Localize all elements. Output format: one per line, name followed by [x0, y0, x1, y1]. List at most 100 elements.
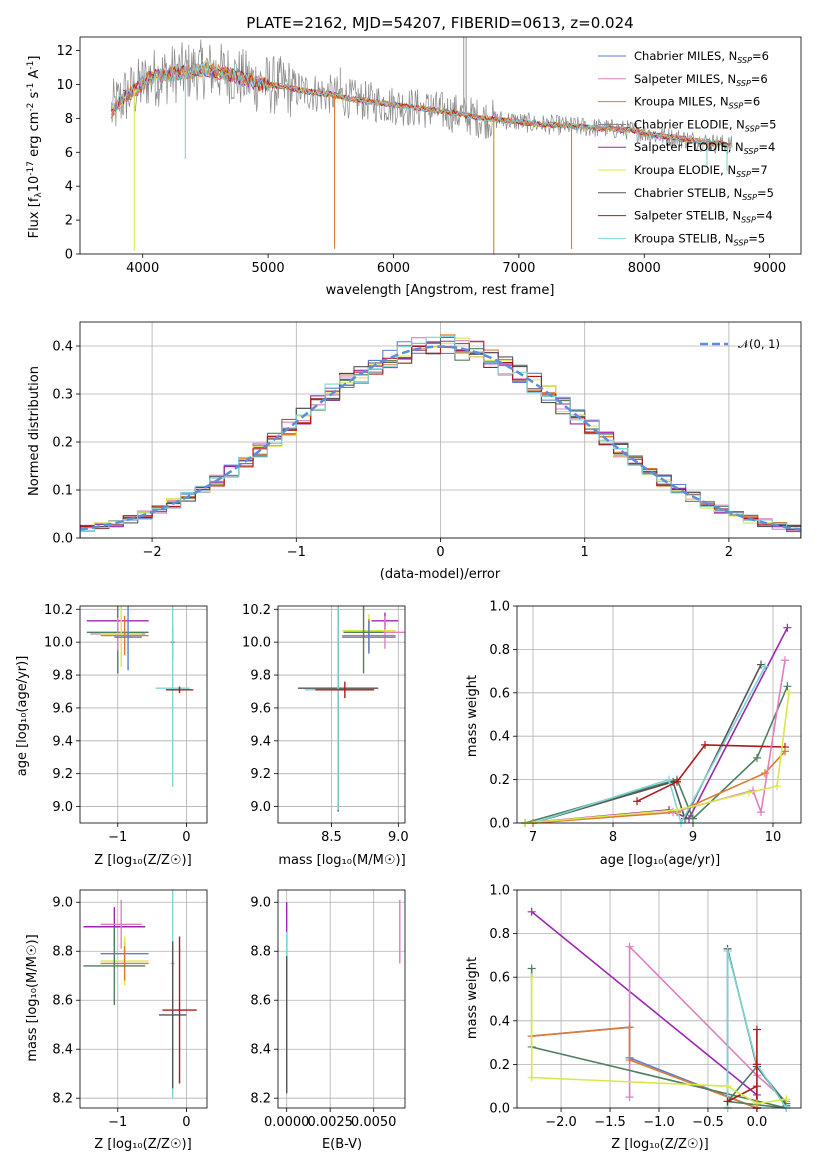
gaussian-reference-curve — [80, 345, 801, 531]
y-tick-label: 10.2 — [44, 603, 73, 618]
legend-base: Salpeter MILES, N — [634, 72, 736, 86]
y-tick-label: 12 — [56, 44, 73, 59]
weight-point-marker — [781, 747, 789, 756]
legend-tail: =6 — [752, 49, 769, 63]
age-vs-mass-panel: mass [log₁₀(M/M☉)] 8.5 9.0 9.0 9.2 9.4 9.6 9.8… — [242, 603, 409, 868]
weight-point-marker — [665, 775, 673, 784]
spectrum-ylabel: Flux [fλ10-17 erg cm-2 s-1 A-1] — [26, 56, 44, 239]
weight-point-marker — [625, 1056, 634, 1065]
weight-point-marker — [723, 947, 732, 956]
legend-label-kroupa_miles: Kroupa MILES, NSSP=6 — [634, 95, 760, 111]
legend-sub: SSP — [736, 79, 751, 88]
x-tick-label: 8 — [609, 830, 617, 845]
weight-point-marker — [527, 973, 536, 982]
x-tick-label: 0.0000 — [264, 1115, 310, 1130]
y-tick-label: 4 — [65, 180, 73, 195]
weight-point-marker — [723, 1097, 732, 1106]
y-tick-label: 8.2 — [52, 1092, 73, 1107]
legend-label-salpeter_stelib: Salpeter STELIB, NSSP=4 — [634, 209, 773, 225]
wage-ylabel: mass weight — [465, 675, 480, 757]
wz-xlabel: Z [log₁₀(Z/Z☉)] — [611, 1137, 708, 1152]
spectrum-panel: PLATE=2162, MJD=54207, FIBERID=0613, z=0… — [26, 14, 802, 298]
weight-point-marker — [723, 1082, 732, 1091]
age-vs-metallicity-panel: Z [log₁₀(Z/Z☉)] age [log₁₀(age/yr)] −1 0 9… — [15, 603, 208, 868]
weight-point-marker — [783, 623, 792, 632]
y-tick-label: 9.6 — [250, 701, 271, 716]
weight-point-marker — [633, 797, 641, 806]
y-tick-label: 0.0 — [52, 532, 73, 547]
y-tick-label: 9.4 — [52, 734, 73, 749]
plot-area — [527, 907, 791, 1112]
weight-vs-metallicity-panel: Z [log₁₀(Z/Z☉)] mass weight −2.0 −1.5 −1.0… — [465, 884, 802, 1152]
legend-label-salpeter_miles: Salpeter MILES, NSSP=6 — [634, 72, 768, 88]
legend-base: Salpeter STELIB, N — [634, 209, 741, 223]
weight-point-marker — [757, 808, 765, 817]
ylabel-part: λ — [34, 192, 44, 198]
model-spectrum-kroupa_stelib — [110, 62, 732, 149]
massz-xlabel: Z [log₁₀(Z/Z☉)] — [94, 1137, 191, 1152]
plot-area — [285, 899, 401, 1094]
weight-point-marker — [783, 682, 792, 691]
agez-ylabel: age [log₁₀(age/yr)] — [15, 656, 30, 777]
weight-point-marker — [625, 1023, 634, 1032]
x-tick-label: −0.5 — [692, 1115, 724, 1130]
y-tick-label: 6 — [65, 146, 73, 161]
y-tick-label: 1.0 — [489, 600, 510, 615]
y-tick-label: 9.0 — [52, 896, 73, 911]
ylabel-part: s — [27, 91, 42, 102]
y-tick-label: 0 — [65, 248, 73, 263]
legend-label-gaussian: 𝒩(0, 1) — [738, 337, 780, 351]
wage-xlabel: age [log₁₀(age/yr)] — [600, 853, 721, 868]
y-tick-label: 10 — [56, 78, 73, 93]
weight-point-marker — [752, 1082, 761, 1091]
legend-base: Chabrier MILES, N — [634, 49, 737, 63]
legend-base: Chabrier ELODIE, N — [634, 117, 745, 131]
legend-sub: SSP — [745, 124, 760, 133]
weight-point-marker — [782, 1095, 791, 1104]
weight-series-kroupa_elodie — [524, 692, 790, 824]
x-tick-label: −2.0 — [545, 1115, 577, 1130]
legend-label-salpeter_elodie: Salpeter ELODIE, NSSP=4 — [634, 140, 775, 156]
y-tick-label: 0.1 — [52, 484, 73, 499]
y-tick-label: 9.8 — [52, 669, 73, 684]
x-tick-label: 0.0 — [747, 1115, 768, 1130]
y-tick-label: 9.2 — [52, 767, 73, 782]
y-tick-label: 0.3 — [52, 388, 73, 403]
weight-point-marker — [781, 656, 789, 665]
weight-point-marker — [752, 1025, 761, 1034]
weight-series-salpeter_stelib — [636, 744, 786, 803]
ylabel-part: -1 — [26, 61, 36, 70]
x-tick-label: −1 — [108, 830, 127, 845]
weight-point-marker — [527, 964, 536, 973]
weight-series-kroupa_stelib — [726, 950, 787, 1109]
legend-base: Salpeter ELODIE, N — [634, 140, 744, 154]
weight-series-salpeter_stelib — [727, 1029, 758, 1108]
axes-frame — [516, 605, 802, 824]
legend-tail: =7 — [751, 163, 768, 177]
spectrum-title: PLATE=2162, MJD=54207, FIBERID=0613, z=0… — [246, 14, 633, 32]
legend-tail: =6 — [743, 95, 760, 109]
x-tick-label: 6000 — [377, 261, 410, 276]
axes-frame — [516, 889, 802, 1109]
y-tick-label: 10.0 — [242, 636, 271, 651]
wz-ylabel: mass weight — [465, 957, 480, 1039]
legend-base: Kroupa ELODIE, N — [634, 163, 736, 177]
mass-vs-metallicity-panel: Z [log₁₀(Z/Z☉)] mass [log₁₀(M/M☉)] −1 0 8.… — [25, 889, 208, 1152]
y-tick-label: 8 — [65, 112, 73, 127]
y-tick-label: 0.0 — [489, 817, 510, 832]
agem-xlabel: mass [log₁₀(M/M☉)] — [278, 853, 405, 868]
y-tick-label: 9.6 — [52, 701, 73, 716]
legend-label-chabrier_elodie: Chabrier ELODIE, NSSP=5 — [634, 117, 776, 133]
plot-area — [110, 37, 733, 254]
axes-frame — [79, 889, 208, 1109]
ylabel-part: -1 — [26, 83, 36, 92]
x-tick-label: 5000 — [252, 261, 285, 276]
y-tick-label: 0.4 — [489, 1014, 510, 1029]
x-tick-label: 10 — [765, 830, 782, 845]
y-tick-label: 8.8 — [250, 945, 271, 960]
y-tick-label: 9.0 — [52, 800, 73, 815]
ylabel-part: 10 — [27, 176, 42, 193]
y-tick-label: 8.8 — [52, 945, 73, 960]
weight-point-marker — [761, 662, 769, 671]
